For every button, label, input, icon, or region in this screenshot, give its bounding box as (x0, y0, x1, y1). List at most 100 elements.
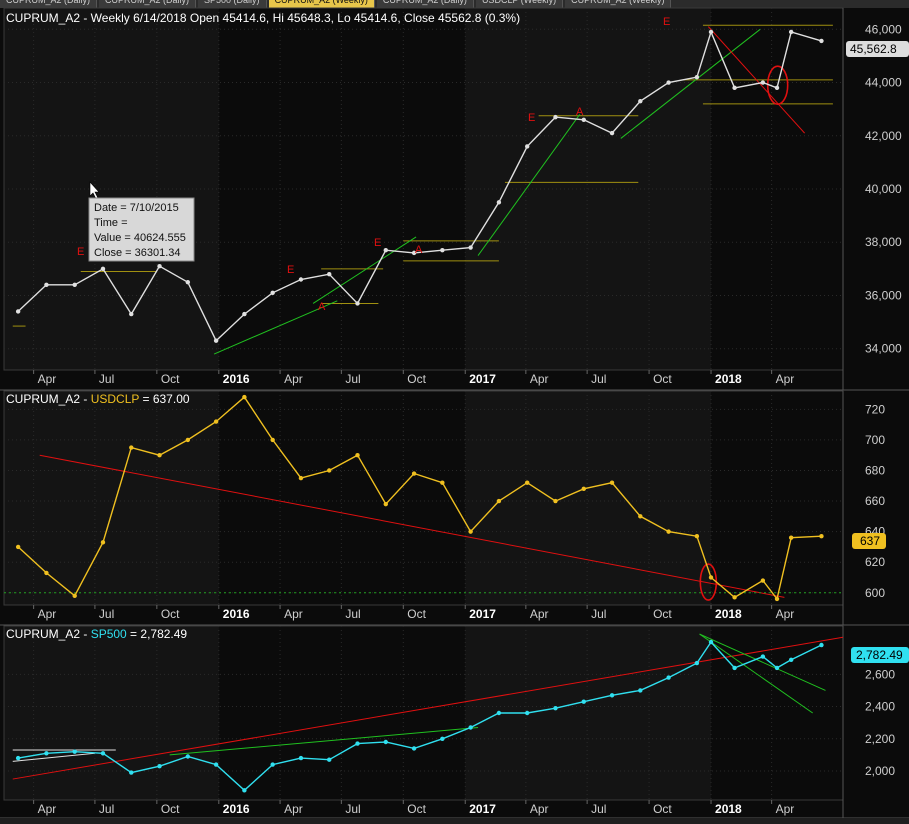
y-tick-label: 42,000 (865, 129, 902, 143)
y-tick-label: 620 (865, 555, 885, 569)
data-point (129, 770, 134, 775)
chart-tab[interactable]: CUPRUM_A2 (Daily) (0, 0, 98, 8)
chart-tab[interactable]: USDCLP (Weekly) (475, 0, 564, 8)
x-tick-label: 2017 (469, 802, 496, 816)
data-point (242, 311, 247, 317)
y-tick-label: 700 (865, 433, 885, 447)
data-point (694, 660, 700, 666)
data-point (157, 263, 162, 269)
x-tick-label: Apr (38, 372, 57, 386)
x-tick-label: Jul (99, 607, 114, 621)
chart-tab[interactable]: CUPRUM_A2 (Daily) (376, 0, 474, 8)
data-point (383, 501, 388, 507)
data-point (44, 570, 49, 576)
data-point (496, 710, 502, 716)
chart-tab-active[interactable]: CUPRUM_A2 (Weekly) (268, 0, 375, 8)
trendline-down-green (699, 633, 813, 714)
data-point (788, 535, 794, 540)
year-band (4, 8, 219, 370)
trendline-up-red (12, 636, 844, 780)
trendline-up (213, 300, 338, 355)
x-tick-label: Apr (38, 607, 57, 621)
x-tick-label: Jul (345, 607, 360, 621)
data-point (788, 29, 794, 35)
data-point (383, 248, 388, 253)
x-tick-label: Jul (591, 372, 606, 386)
y-tick-label: 2,600 (865, 667, 895, 681)
data-point (270, 290, 275, 296)
y-tick-label: 44,000 (865, 76, 902, 90)
data-point (609, 480, 615, 485)
data-point (270, 762, 275, 767)
panel2-title-suffix: = 637.00 (139, 392, 190, 406)
trendline-down-green (699, 633, 826, 691)
panel1-last-value-label: 45,562.8 (846, 41, 909, 57)
chart-tab[interactable]: CUPRUM_A2 (Weekly) (565, 0, 672, 8)
x-tick-label: Jul (345, 802, 360, 816)
data-point (355, 301, 360, 306)
data-point (638, 514, 643, 519)
x-tick-label: 2017 (469, 372, 496, 386)
panel3-title: CUPRUM_A2 - SP500 = 2,782.49 (6, 627, 187, 641)
data-point (553, 498, 558, 504)
data-point (732, 85, 737, 91)
data-point (609, 693, 615, 698)
data-point (819, 38, 824, 44)
y-tick-label: 600 (865, 586, 885, 600)
x-tick-label: Oct (653, 607, 672, 621)
data-point (760, 578, 766, 583)
y-tick-label: 660 (865, 494, 885, 508)
x-tick-label: Jul (345, 372, 360, 386)
x-tick-label: Apr (284, 802, 303, 816)
data-point (774, 596, 780, 602)
data-point (708, 29, 714, 35)
data-point (708, 639, 714, 645)
data-point (666, 675, 671, 680)
panel2-last-value-label: 637 (852, 533, 886, 549)
chart-tab[interactable]: CUPRUM_A2 (Daily) (99, 0, 197, 8)
data-point (774, 665, 780, 671)
x-tick-label: 2018 (715, 802, 742, 816)
wave-marker-a: A (318, 301, 326, 313)
sheet-tabs-bar[interactable] (0, 818, 909, 824)
data-point (524, 144, 530, 149)
data-point (157, 763, 162, 769)
data-point (213, 762, 219, 767)
data-point (496, 200, 502, 205)
x-tick-label: Jul (99, 802, 114, 816)
data-point (638, 688, 643, 693)
data-point (185, 754, 191, 759)
x-tick-label: 2018 (715, 607, 742, 621)
x-tick-label: Apr (284, 607, 303, 621)
data-point (355, 453, 360, 458)
x-tick-label: Oct (407, 372, 426, 386)
data-point (609, 130, 615, 136)
chart-tab[interactable]: SP500 (Daily) (198, 0, 267, 8)
trendline-down (707, 26, 805, 134)
data-point (327, 757, 332, 762)
x-tick-label: Apr (530, 802, 549, 816)
y-tick-label: 36,000 (865, 288, 902, 302)
data-point (732, 595, 737, 600)
data-point (100, 266, 106, 272)
tooltip-date: Date = 7/10/2015 (94, 202, 179, 214)
data-point (298, 755, 304, 761)
x-tick-label: Oct (161, 607, 180, 621)
x-tick-label: 2016 (223, 372, 250, 386)
wave-marker-e: E (77, 246, 84, 258)
data-point (553, 705, 558, 711)
tooltip-close: Close = 36301.34 (94, 247, 181, 259)
data-point (694, 75, 700, 80)
x-tick-label: Jul (591, 802, 606, 816)
wave-marker-a: A (576, 106, 584, 118)
data-point (298, 277, 304, 282)
x-tick-label: Apr (530, 372, 549, 386)
data-point (15, 755, 21, 761)
data-point (72, 749, 77, 754)
data-point (819, 534, 824, 539)
panel3-series-name: SP500 (91, 627, 127, 641)
x-tick-label: Apr (776, 607, 795, 621)
tooltip-time: Time = (94, 217, 128, 229)
data-point (468, 529, 473, 534)
